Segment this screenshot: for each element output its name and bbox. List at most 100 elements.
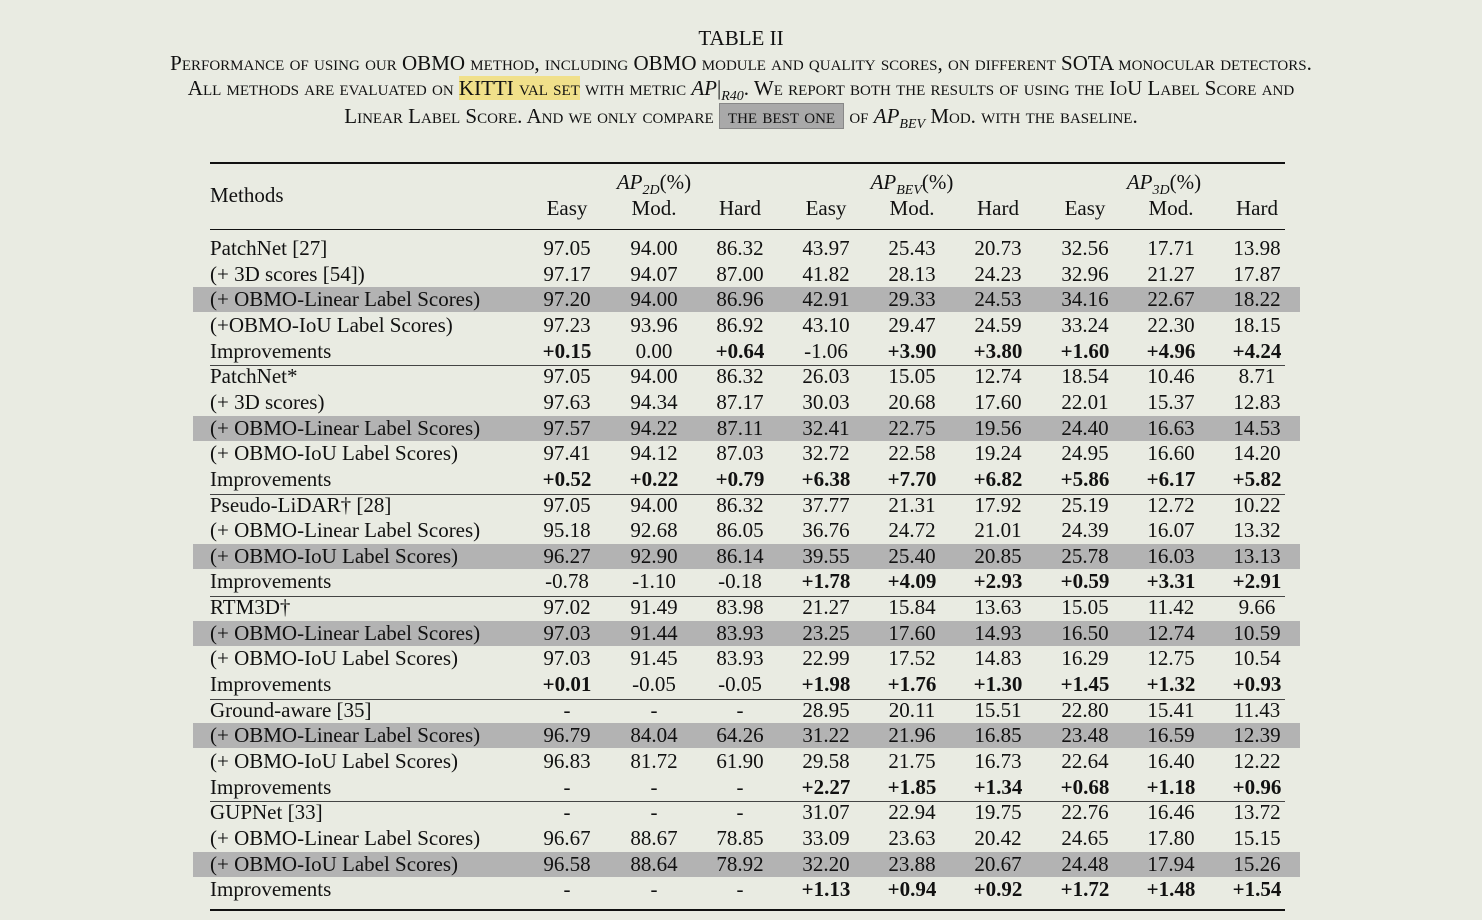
cell-value: 16.73 (974, 749, 1022, 773)
cell-value: 16.07 (1147, 518, 1195, 543)
cell-value: 91.44 (630, 620, 678, 645)
cell-value: 16.40 (1147, 749, 1195, 773)
cell-value: 16.59 (1147, 723, 1195, 748)
cell-value: 96.27 (543, 543, 591, 568)
top-rule (210, 162, 1285, 164)
cell-value: 19.75 (974, 800, 1022, 825)
cell-value: 9.66 (1238, 595, 1276, 620)
cell-value: 15.51 (974, 697, 1022, 722)
cell-value: 8.71 (1238, 364, 1276, 389)
caption-text: . We report both the results of using th… (743, 76, 1295, 100)
cell-value: 17.71 (1147, 236, 1195, 260)
cell-value: 21.27 (1147, 261, 1195, 286)
column-header: Easy (1064, 196, 1106, 220)
cell-value: 22.99 (802, 646, 850, 671)
caption-text: Mod. with the baseline. (925, 104, 1138, 128)
cell-value: 36.76 (802, 518, 850, 543)
cell-value: 94.22 (630, 415, 678, 440)
cell-value: 25.43 (888, 236, 936, 260)
cell-value: 32.41 (802, 415, 850, 440)
table-row: Improvements - - - +2.27 +1.85 +1.34 +0.68 +1.18… (193, 775, 1300, 800)
cell-value: 0.00 (635, 338, 673, 363)
cell-value: +0.15 (542, 338, 592, 363)
cell-value: 29.33 (888, 287, 936, 312)
cell-value: +3.90 (887, 338, 937, 363)
cell-value: 83.98 (716, 595, 764, 620)
table-row: Improvements -0.78 -1.10 -0.18 +1.78 +4.09 +2.… (193, 569, 1300, 594)
cell-value: 37.77 (802, 492, 850, 517)
cell-value: 94.00 (630, 287, 678, 312)
cell-value: 15.05 (1061, 595, 1109, 620)
cell-value: 31.07 (802, 800, 850, 825)
cell-value: 22.64 (1061, 749, 1109, 773)
cell-value: +6.82 (973, 466, 1023, 491)
cell-value: 16.50 (1061, 620, 1109, 645)
cell-value: 24.48 (1061, 851, 1109, 876)
cell-value: 87.17 (716, 389, 764, 414)
cell-value: 20.73 (974, 236, 1022, 260)
cell-value: 28.95 (802, 697, 850, 722)
cell-value: 12.74 (1147, 620, 1195, 645)
cell-value: 22.94 (888, 800, 936, 825)
cell-value: 86.96 (716, 287, 764, 312)
cell-value: +5.82 (1232, 466, 1282, 491)
cell-value: +0.01 (542, 672, 592, 697)
group-separator (210, 493, 1285, 495)
cell-value: 25.78 (1061, 543, 1109, 568)
cell-value: -1.06 (804, 338, 848, 363)
table-number: TABLE II (698, 26, 784, 50)
cell-value: - (650, 800, 658, 825)
cell-value: 94.00 (630, 492, 678, 517)
cell-value: 10.22 (1233, 492, 1281, 517)
table-row: (+ 3D scores [54]) 97.17 94.07 87.00 41.82 28… (193, 262, 1300, 287)
cell-value: 23.25 (802, 620, 850, 645)
cell-value: +0.22 (629, 466, 679, 491)
cell-value: +2.91 (1232, 569, 1282, 594)
cell-value: 94.07 (630, 261, 678, 286)
cell-value: 43.97 (802, 236, 850, 260)
cell-value: 16.29 (1061, 646, 1109, 671)
metric: AP (616, 170, 643, 194)
caption-line-3: Linear Label Score. And we only compare … (0, 103, 1482, 133)
cell-value: 94.12 (630, 441, 678, 466)
table-row: GUPNet [33] - - - 31.07 22.94 19.75 22.76 16.46 1… (193, 800, 1300, 825)
metric: AP (1126, 170, 1153, 194)
cell-value: 94.00 (630, 364, 678, 389)
cell-value: +1.60 (1060, 338, 1110, 363)
column-header: Easy (546, 196, 588, 220)
metric: AP (870, 170, 897, 194)
cell-value: 22.58 (888, 441, 936, 466)
cell-value: - (650, 774, 658, 799)
cell-value: 87.00 (716, 261, 764, 286)
caption-line-2: All methods are evaluated on KITTI val s… (187, 76, 1295, 105)
cell-value: +4.24 (1232, 338, 1282, 363)
group-separator (210, 596, 1285, 598)
cell-value: 21.27 (802, 595, 850, 620)
column-header: Easy (805, 196, 847, 220)
method-name: (+ OBMO-IoU Label Scores) (210, 851, 459, 876)
cell-value: 16.46 (1147, 800, 1195, 825)
cell-value: - (736, 800, 744, 825)
cell-value: 92.90 (630, 543, 678, 568)
cell-value: 81.72 (630, 749, 678, 773)
cell-value: - (650, 697, 658, 722)
cell-value: +1.32 (1146, 672, 1196, 697)
cell-value: +4.09 (887, 569, 937, 594)
bottom-rule (210, 909, 1285, 911)
method-name: (+ OBMO-Linear Label Scores) (210, 620, 481, 645)
cell-value: 15.15 (1233, 825, 1281, 850)
cell-value: 96.67 (543, 825, 591, 850)
cell-value: 17.80 (1147, 825, 1195, 850)
cell-value: 16.60 (1147, 441, 1195, 466)
column-header: Mod. (631, 196, 677, 220)
method-name: (+ OBMO-Linear Label Scores) (210, 287, 481, 312)
method-name: Improvements (210, 466, 332, 491)
table-row: Improvements +0.52 +0.22 +0.79 +6.38 +7.70 +6.… (193, 467, 1300, 492)
cell-value: 25.40 (888, 543, 936, 568)
cell-value: 23.63 (888, 825, 936, 850)
cell-value: -0.05 (718, 672, 762, 697)
column-group-header: AP3D(%) (1114, 170, 1214, 199)
cell-value: 97.05 (543, 364, 591, 389)
cell-value: 11.43 (1233, 697, 1281, 722)
cell-value: 21.75 (888, 749, 936, 773)
